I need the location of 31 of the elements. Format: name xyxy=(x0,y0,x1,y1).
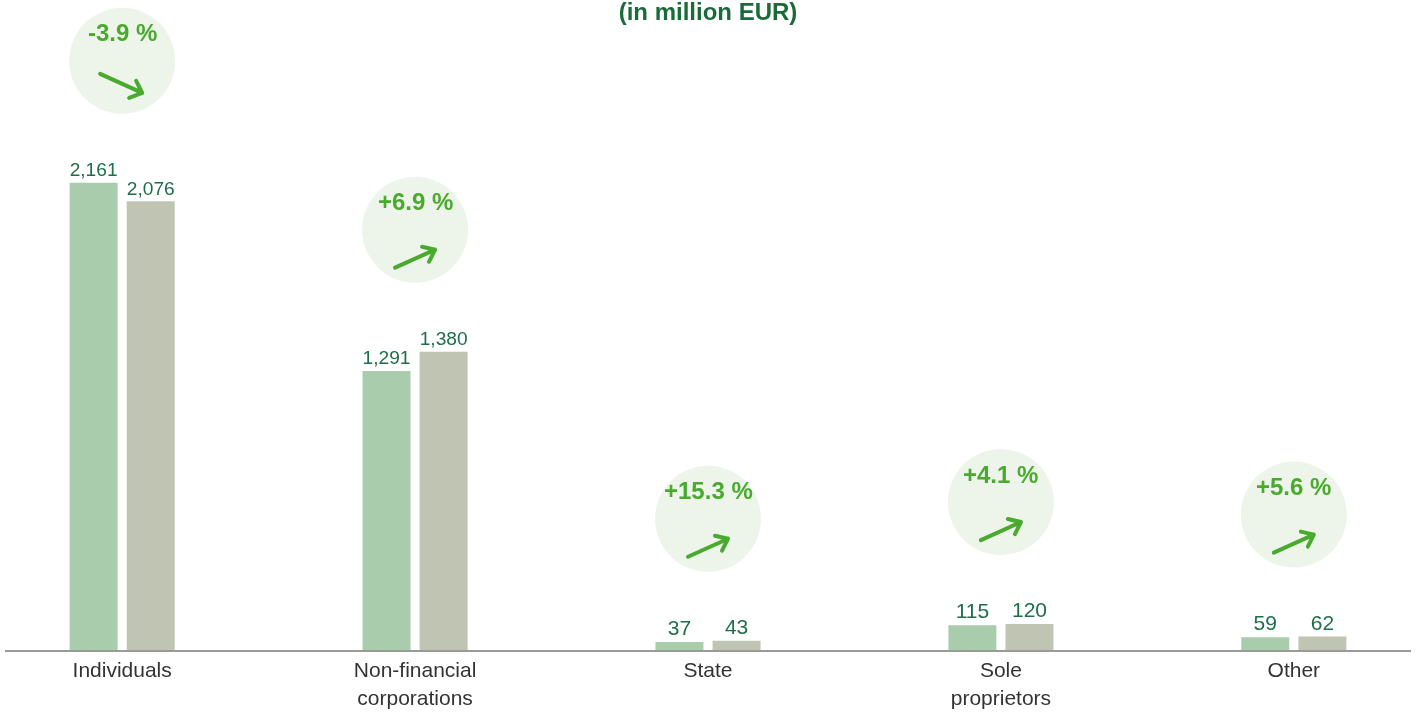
data-label: 43 xyxy=(724,614,749,638)
annotation: +5.6 % xyxy=(1256,473,1332,500)
data-label: 120 xyxy=(1011,598,1047,622)
data-label: 62 xyxy=(1310,610,1335,634)
bar xyxy=(1241,637,1290,650)
bar xyxy=(126,201,175,650)
data-label: 37 xyxy=(667,616,692,639)
bar xyxy=(69,182,118,650)
bar xyxy=(712,640,761,650)
chart-title: (in million EUR) xyxy=(618,0,798,26)
bar xyxy=(948,625,997,650)
data-label: 2,076 xyxy=(126,177,175,199)
bar xyxy=(362,370,411,650)
data-label: 2,161 xyxy=(69,159,118,181)
bar xyxy=(419,351,468,650)
bar xyxy=(655,642,704,650)
x-tick-label: Non-financial corporations xyxy=(353,658,477,709)
x-tick-label: Sole proprietors xyxy=(950,658,1052,709)
annotation: +4.1 % xyxy=(963,461,1039,488)
data-label: 1,380 xyxy=(419,328,468,350)
bar xyxy=(1298,636,1347,650)
x-tick-label: Other xyxy=(1267,658,1321,682)
annotation: +15.3 % xyxy=(664,477,753,504)
annotation: +6.9 % xyxy=(378,188,454,215)
data-label: 1,291 xyxy=(362,347,411,369)
x-tick-label: State xyxy=(683,658,733,682)
data-label: 115 xyxy=(955,599,990,623)
x-tick-label: Individuals xyxy=(72,658,172,682)
text: -3.9 % xyxy=(88,19,158,46)
bar xyxy=(1005,624,1054,650)
data-label: 59 xyxy=(1253,611,1277,635)
